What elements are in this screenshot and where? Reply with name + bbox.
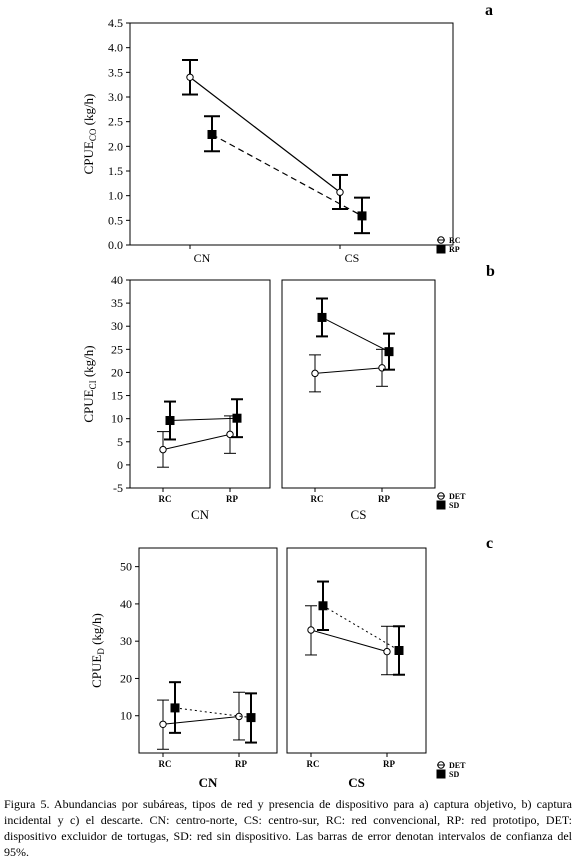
panel-c-cn-sd-point (246, 713, 256, 723)
panel-c-y-tick-label: 20 (120, 671, 132, 685)
panel-b-y-tick-label: 40 (111, 273, 123, 287)
figure-caption: Figura 5. Abundancias por subáreas, tipo… (4, 797, 572, 859)
panel-a-series-rp-line (211, 133, 363, 217)
panel-a-y-tick-label: 0.0 (108, 238, 123, 252)
panel-c-cn-det-point (159, 720, 167, 728)
panel-c-cs-series-det-line (310, 629, 388, 653)
panel-b-cn-det-point (226, 430, 234, 439)
panel-b-y-tick-label: 25 (111, 342, 123, 356)
panel-a-y-tick-label: 3.5 (108, 65, 123, 79)
panel-b-cs-det-point (311, 369, 319, 378)
panel-c-cn-frame (138, 547, 278, 754)
panel-b-cs-series-det-line (314, 367, 383, 374)
panel-c-group-label: CN (199, 775, 218, 790)
panel-a-y-tick-label: 4.5 (108, 16, 123, 30)
panel-c-x-tick-label: RP (383, 759, 395, 769)
panel-c-cn-det-point (235, 712, 243, 721)
panel-a-y-tick-label: 4.0 (108, 41, 123, 55)
panel-b-y-tick-label: 0 (117, 458, 123, 472)
panel-b-legend-label-det: DET (449, 492, 466, 501)
panel-b-y-tick-label: 20 (111, 365, 123, 379)
panel-b-cn-frame (129, 279, 271, 489)
panel-letter-b: b (486, 263, 495, 280)
panel-b-x-tick-label: RC (311, 494, 324, 504)
panel-a-y-tick-label: 3.0 (108, 90, 123, 104)
panel-c-cs-sd-point (394, 646, 404, 655)
panel-a-legend-label-rp: RP (449, 245, 460, 254)
panel-a-legend-label-rc: RC (449, 236, 461, 245)
panel-letter-a: a (485, 2, 493, 19)
panel-b-group-label: CS (351, 507, 367, 522)
panel-a-y-tick-label: 2.5 (108, 115, 123, 129)
panel-b-cn-sd-point (232, 413, 242, 423)
panel-b-y-tick-label: 30 (111, 319, 123, 333)
panel-b-cs-frame (281, 279, 436, 489)
panel-b-y-axis-label: CPUECI (kg/h) (81, 345, 98, 422)
panel-a-y-tick-label: 0.5 (108, 213, 123, 227)
panel-c-group-label: CS (348, 775, 365, 790)
panel-c-x-tick-label: RP (235, 759, 247, 769)
panel-b-y-tick-label: -5 (113, 481, 123, 495)
panel-a-rc-point (186, 73, 194, 81)
panel-a-y-axis-label: CPUECO (kg/h) (81, 94, 98, 175)
panel-c-y-tick-label: 30 (120, 634, 132, 648)
panel-b-cs-sd-point (317, 312, 327, 322)
panel-c-x-tick-label: RC (159, 759, 172, 769)
panel-c-legend-label-sd: SD (449, 770, 459, 779)
panel-b-x-tick-label: RP (226, 494, 238, 504)
panel-b-y-tick-label: 35 (111, 296, 123, 310)
panel-b-x-tick-label: RP (378, 494, 390, 504)
panel-a-series-rc-line (189, 76, 341, 193)
panel-b-cn-det-point (159, 445, 167, 454)
panel-b-cs-sd-point (384, 347, 394, 357)
panel-c-legend-label-det: DET (449, 761, 466, 770)
panel-b-cn-series-det-line (162, 433, 231, 451)
panel-c-cn-sd-point (170, 703, 180, 713)
panel-c-y-tick-label: 40 (120, 597, 132, 611)
panel-a-y-tick-label: 1.0 (108, 189, 123, 203)
panel-b-cs-series-sd-line (321, 316, 390, 353)
panel-b-cn-series-sd-line (169, 417, 238, 422)
panel-b-y-tick-label: 15 (111, 389, 123, 403)
panel-c-cs-frame (286, 547, 427, 754)
panel-c-cn-series-sd-line (174, 707, 252, 719)
panel-a-rp-point (357, 211, 367, 221)
panel-c-y-tick-label: 50 (120, 560, 132, 574)
panel-b-cn-sd-point (165, 416, 175, 426)
panel-a-y-tick-label: 2.0 (108, 139, 123, 153)
panel-letter-c: c (486, 535, 493, 552)
panel-c-cs-det-point (307, 626, 315, 634)
panel-c-cs-det-point (383, 647, 391, 656)
panel-b-x-tick-label: RC (159, 494, 172, 504)
panel-c-y-tick-label: 10 (120, 709, 132, 723)
panel-a-x-tick-label: CN (194, 251, 211, 265)
panel-a-y-tick-label: 1.5 (108, 164, 123, 178)
panel-c-x-tick-label: RC (307, 759, 320, 769)
panel-a-rc-point (336, 188, 344, 196)
panel-b-group-label: CN (191, 507, 210, 522)
panel-b-y-tick-label: 5 (117, 435, 123, 449)
panel-a-x-tick-label: CS (345, 251, 360, 265)
panel-c-y-axis-label: CPUED (kg/h) (89, 613, 106, 688)
panel-b-legend-label-sd: SD (449, 501, 459, 510)
panel-b-y-tick-label: 10 (111, 412, 123, 426)
panel-a-rp-point (207, 129, 217, 139)
panel-c-cs-sd-point (318, 601, 328, 611)
panel-a-frame (129, 22, 454, 246)
